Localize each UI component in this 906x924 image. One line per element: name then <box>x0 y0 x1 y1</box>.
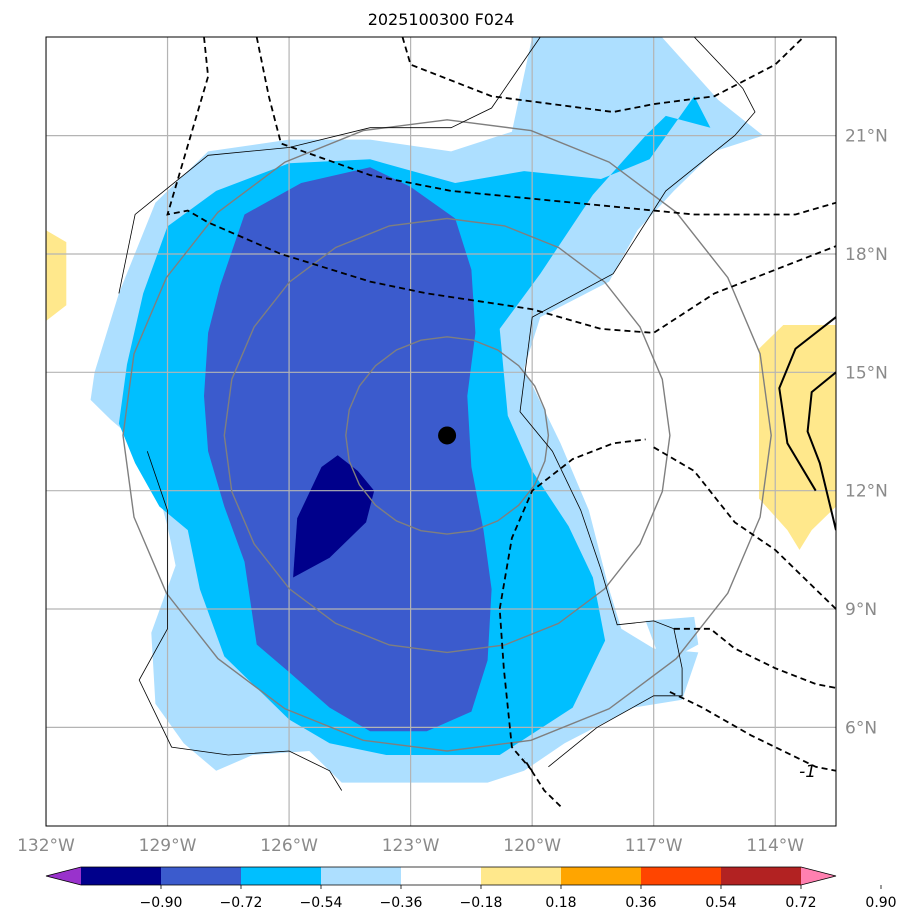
thin-contour-outer <box>118 37 541 294</box>
colorbar-tick-label: −0.54 <box>300 895 343 911</box>
contour-label-minus-one: -1 <box>799 762 816 782</box>
colorbar-swatch <box>401 867 482 885</box>
field-yellow-west <box>46 230 67 321</box>
x-tick-label: 129°W <box>139 836 197 856</box>
colorbar-tick-label: −0.18 <box>460 895 503 911</box>
dashed-contour-southeast-d <box>669 691 836 772</box>
field-dark-navy <box>293 455 375 578</box>
colorbar-extend-high <box>801 867 836 885</box>
y-tick-label: 9°N <box>845 600 877 620</box>
dashed-contour-north-a <box>401 37 805 113</box>
x-tick-label: 120°W <box>503 836 561 856</box>
colorbar-tick-label: 0.36 <box>625 895 656 911</box>
colorbar-outline <box>45 866 837 886</box>
dashed-contour-southeast-c <box>673 627 836 689</box>
range-ring <box>122 119 772 752</box>
colorbar-swatch <box>241 867 322 885</box>
y-tick-label: 6°N <box>845 718 877 738</box>
y-axis-ticks: 21°N 18°N 15°N 12°N 9°N 6°N <box>845 127 888 739</box>
colorbar-tick-label: −0.36 <box>380 895 423 911</box>
colorbar-tick-label: 0.90 <box>865 895 896 911</box>
colorbar-swatch <box>81 867 162 885</box>
x-tick-label: 132°W <box>17 836 75 856</box>
thick-contour-east-a <box>778 316 836 492</box>
colorbar-tick-label: 0.72 <box>785 895 816 911</box>
colorbar-tick-label: 0.18 <box>545 895 576 911</box>
range-ring <box>345 336 550 535</box>
x-tick-label: 123°W <box>382 836 440 856</box>
colorbar-tick-label: 0.54 <box>705 895 736 911</box>
map-panel: -1 <box>46 37 836 826</box>
thick-contour-east-b <box>806 371 836 531</box>
y-tick-label: 21°N <box>845 127 888 147</box>
colorbar: −0.90 −0.72 −0.54 −0.36 −0.18 0.18 0.36 0.54 0.7… <box>45 866 897 911</box>
dashed-contour-southeast-a <box>653 446 836 610</box>
thin-contour-east <box>519 37 756 768</box>
colorbar-swatch <box>321 867 402 885</box>
x-axis-ticks: 132°W 129°W 126°W 123°W 120°W 117°W 114°W <box>17 836 804 856</box>
thin-contour-south <box>138 451 343 791</box>
field-yellow-east <box>759 325 836 550</box>
dashed-contour-southeast-b <box>498 438 646 772</box>
colorbar-swatch <box>161 867 242 885</box>
chart-title: 2025100300 F024 <box>368 10 515 29</box>
colorbar-tick-label: −0.90 <box>140 895 183 911</box>
x-tick-label: 126°W <box>260 836 318 856</box>
dashed-contour-south-e <box>523 758 562 807</box>
y-tick-label: 18°N <box>845 245 888 265</box>
y-tick-label: 15°N <box>845 363 888 383</box>
map-frame <box>45 36 837 827</box>
x-tick-label: 114°W <box>746 836 804 856</box>
x-tick-label: 117°W <box>625 836 683 856</box>
colorbar-swatch <box>561 867 642 885</box>
storm-center-marker <box>438 426 457 445</box>
colorbar-tick-label: −0.72 <box>220 895 263 911</box>
y-tick-label: 12°N <box>845 482 888 502</box>
colorbar-extend-low <box>46 867 81 885</box>
range-ring <box>223 217 671 654</box>
colorbar-swatch <box>641 867 722 885</box>
colorbar-swatch <box>481 867 562 885</box>
colorbar-swatch <box>721 867 802 885</box>
dashed-contour-north-c <box>255 37 836 216</box>
